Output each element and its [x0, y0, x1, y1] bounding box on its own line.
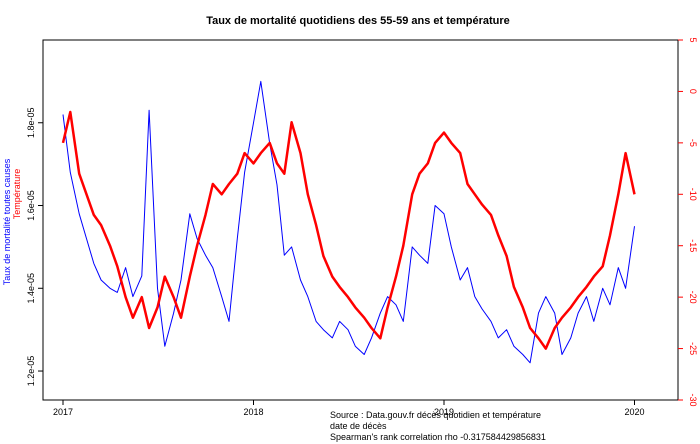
chart-title: Taux de mortalité quotidiens des 55-59 a…	[206, 15, 510, 27]
x-tick-label: 2017	[53, 407, 73, 417]
source-caption: Source : Data.gouv.fr décès quotidien et…	[330, 410, 541, 420]
y-right-tick-label: -5	[688, 139, 698, 147]
temperature-line	[61, 110, 636, 350]
y-right-tick-label: 0	[688, 89, 698, 94]
plot-frame	[42, 39, 679, 401]
x-tick-label: 2018	[243, 407, 263, 417]
y-left-tick-label: 1.6e-05	[26, 190, 36, 221]
series-layer	[61, 80, 636, 364]
y-right-tick-label: 5	[688, 37, 698, 42]
x-axis-label: date de décès	[330, 421, 387, 431]
y-left-tick-label: 1.8e-05	[26, 107, 36, 138]
y-right-axis-label: Température	[12, 169, 22, 220]
y-right-tick-label: -25	[688, 342, 698, 355]
y-right-tick-label: -10	[688, 188, 698, 201]
y-left-tick-label: 1.4e-05	[26, 273, 36, 304]
y-right-tick-label: -15	[688, 239, 698, 252]
y-right-tick-label: -20	[688, 291, 698, 304]
y-left-tick-label: 1.2e-05	[26, 356, 36, 387]
mortality-line	[62, 80, 635, 364]
x-tick-label: 2020	[624, 407, 644, 417]
y-left-axis-label: Taux de mortalité toutes causes	[2, 158, 12, 285]
axes-layer: 1.2e-05 1.4e-05 1.6e-05 1.8e-05 -30 -25 -20 -15…	[26, 37, 698, 417]
correlation-caption: Spearman's rank correlation rho -0.31758…	[330, 432, 546, 442]
y-right-tick-label: -30	[688, 393, 698, 406]
x-tick-label: 2019	[434, 407, 454, 417]
